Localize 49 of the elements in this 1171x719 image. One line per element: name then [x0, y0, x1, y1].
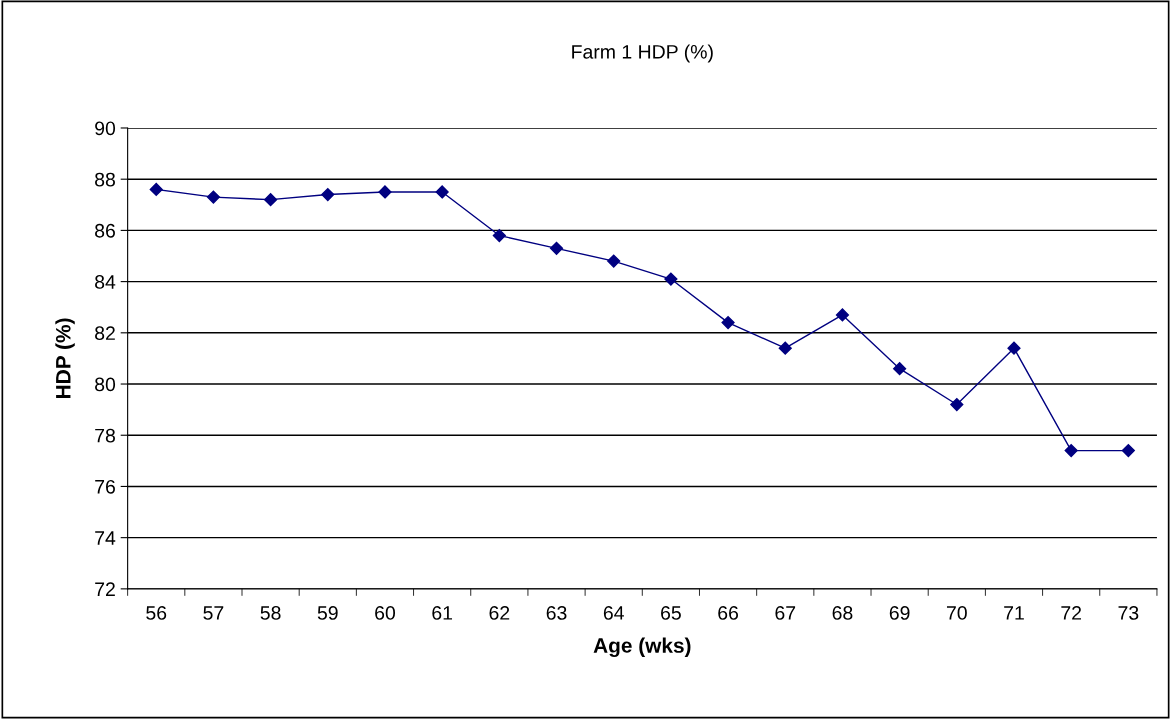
point: [721, 315, 735, 330]
x-tick-label: 59: [317, 606, 338, 620]
y-axis-title: HDP (%): [55, 318, 75, 398]
x-tick-label: 67: [775, 606, 796, 620]
point: [950, 397, 964, 412]
point: [778, 341, 792, 355]
point: [835, 308, 850, 322]
point: [549, 241, 564, 255]
x-tick-label: 71: [1004, 606, 1024, 620]
x-axis-title: Age (wks): [593, 637, 691, 658]
x-tick-label: 66: [718, 606, 739, 620]
x-tick-label: 69: [889, 606, 910, 620]
point: [1007, 341, 1021, 355]
point: [893, 362, 907, 376]
y-tick-label: 80: [95, 377, 116, 392]
point: [264, 193, 278, 207]
point: [149, 182, 163, 197]
x-tick-label: 72: [1061, 606, 1082, 620]
point: [321, 187, 335, 202]
y-tick-label: 72: [95, 582, 115, 596]
x-tick-label: 62: [489, 606, 510, 620]
x-tick-label: 73: [1118, 606, 1139, 620]
x-tick-label: 65: [661, 606, 681, 620]
point: [607, 254, 621, 268]
y-tick-label: 86: [95, 223, 115, 238]
point: [1121, 444, 1135, 458]
x-tick-label: 58: [260, 606, 281, 620]
point: [1064, 444, 1078, 458]
y-tick-label: 88: [95, 172, 115, 187]
point: [492, 228, 506, 243]
y-tick-label: 78: [95, 428, 115, 443]
x-tick-label: 61: [432, 606, 453, 620]
x-tick-label: 64: [603, 606, 624, 620]
point: [664, 272, 678, 286]
x-tick-label: 70: [946, 606, 967, 620]
chart-title: Farm 1 HDP (%): [572, 44, 713, 63]
y-tick-label: 74: [95, 531, 116, 545]
x-tick-label: 56: [146, 606, 167, 620]
y-tick-label: 90: [95, 121, 116, 136]
y-tick-label: 76: [95, 479, 115, 494]
x-tick-label: 63: [546, 606, 567, 620]
x-tick-label: 60: [375, 606, 396, 620]
point: [435, 185, 449, 199]
y-tick-label: 84: [95, 275, 116, 289]
x-tick-label: 57: [203, 606, 224, 620]
x-tick-label: 68: [832, 606, 853, 620]
y-tick-label: 82: [95, 326, 115, 341]
point: [206, 190, 221, 204]
point: [378, 185, 392, 199]
